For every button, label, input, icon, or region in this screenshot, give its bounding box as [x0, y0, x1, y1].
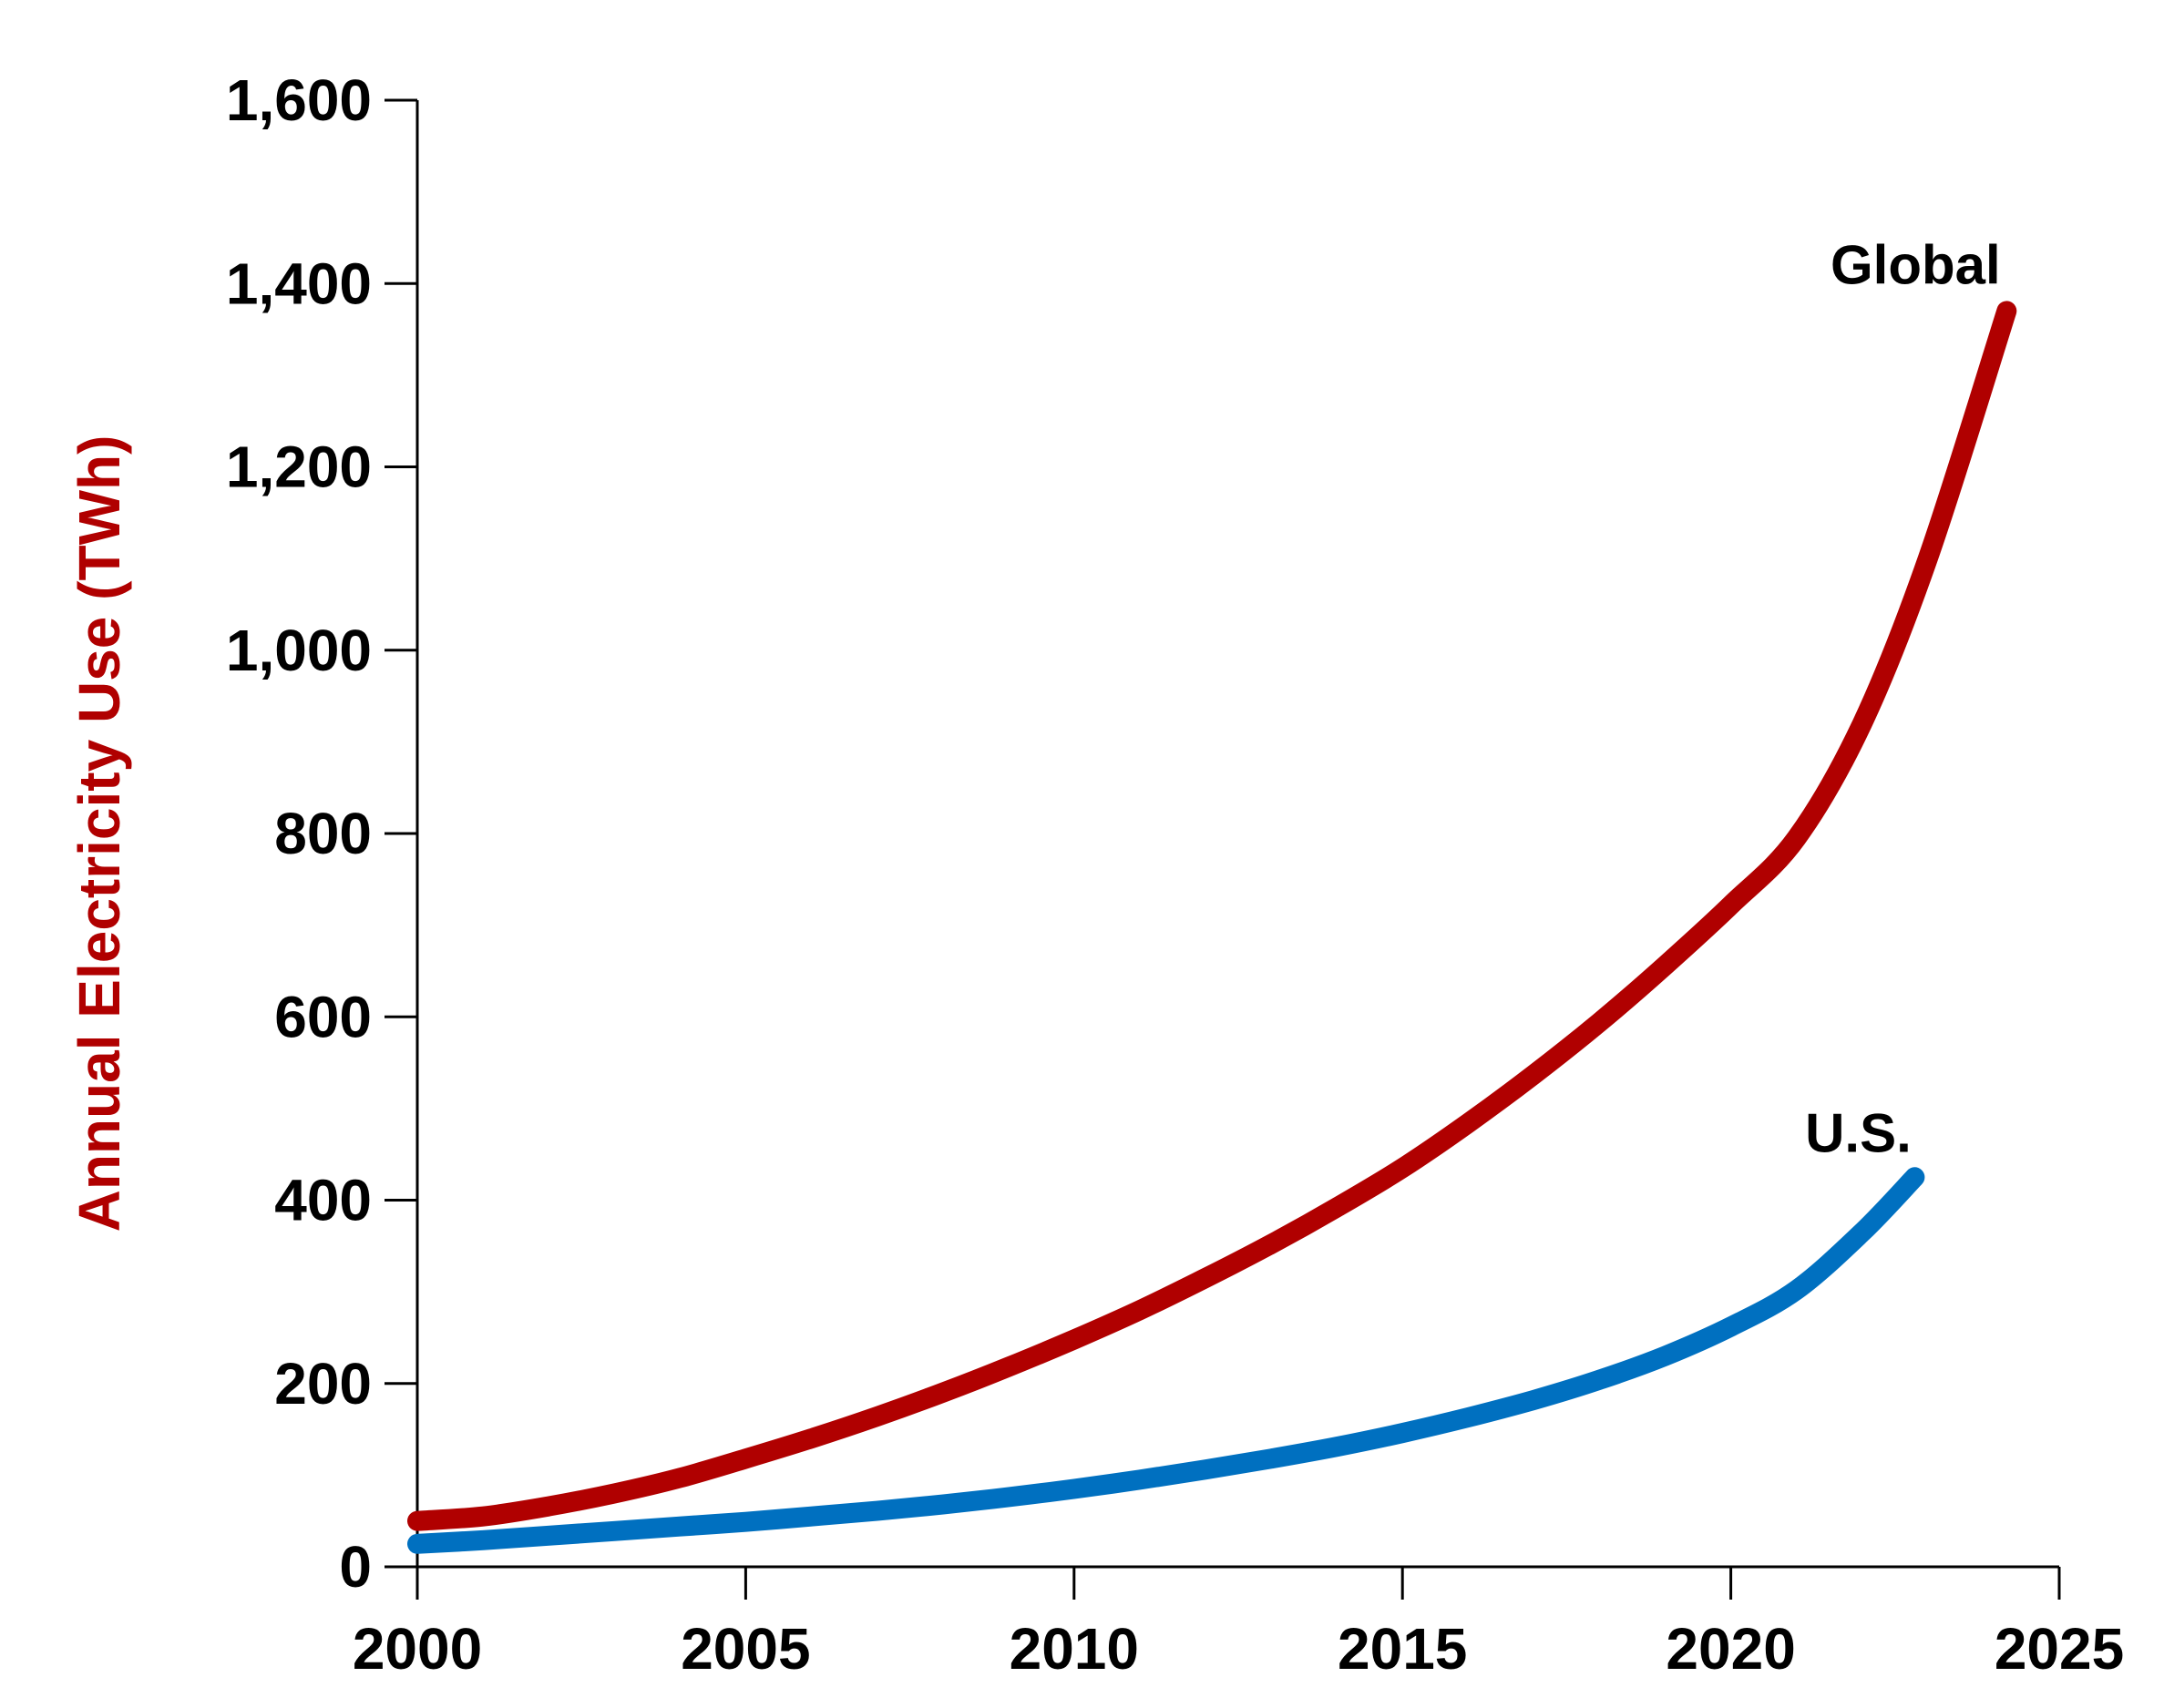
y-tick-label: 1,200 [226, 435, 372, 500]
x-tick-label: 2025 [1995, 1616, 2124, 1682]
axes: 0 200 400 600 800 1,000 1,200 1,400 1,600 2000 200… [226, 67, 2124, 1682]
y-tick-label: 800 [274, 801, 372, 866]
series-label-global: Global [1831, 234, 2001, 295]
series-line-global [407, 301, 2017, 1531]
x-tick-label: 2005 [681, 1616, 810, 1682]
y-tick-label: 1,000 [226, 618, 372, 683]
y-tick-label: 0 [339, 1534, 372, 1600]
y-axis-title: Annual Electricity Use (TWh) [67, 435, 132, 1232]
y-tick-label: 600 [274, 984, 372, 1049]
series-label-u-s: U.S. [1805, 1102, 1912, 1163]
x-tick-label: 2000 [353, 1616, 482, 1682]
x-tick-label: 2010 [1010, 1616, 1139, 1682]
y-tick-label: 400 [274, 1168, 372, 1233]
x-tick-label: 2015 [1338, 1616, 1467, 1682]
y-tick-label: 1,600 [226, 67, 372, 133]
series-layer: Global U.S. [407, 234, 2017, 1554]
y-tick-label: 1,400 [226, 251, 372, 316]
x-tick-label: 2020 [1666, 1616, 1795, 1682]
series-line-u-s [407, 1167, 1925, 1554]
y-tick-label: 200 [274, 1351, 372, 1417]
